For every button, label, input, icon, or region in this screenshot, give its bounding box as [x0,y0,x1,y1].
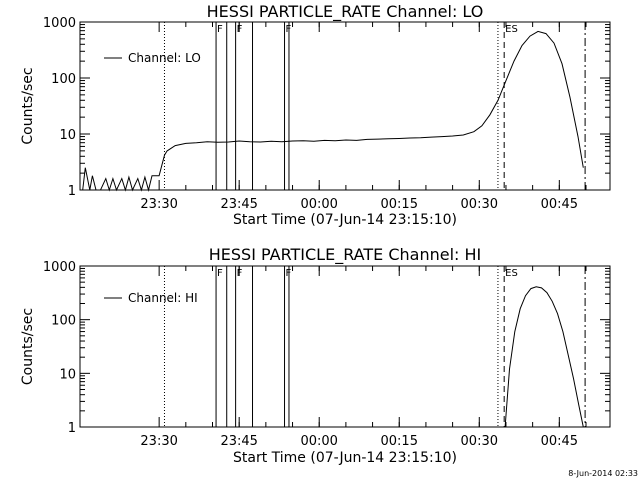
x-tick-label: 00:15 [381,197,418,212]
y-tick-label: 100 [51,72,76,87]
event-flag-label: ES [505,268,518,279]
y-tick-label: 1000 [43,260,76,275]
y-axis-label: Counts/sec [20,308,36,385]
plot-frame [79,21,611,191]
event-flag-label: ES [505,24,518,35]
x-tick-label: 00:45 [541,434,578,449]
event-flag-label: F [217,268,223,279]
y-tick-label: 1 [68,184,76,199]
event-flag-label: F [217,24,223,35]
hi-channel-panel: HESSI PARTICLE_RATE Channel: HI Start Tim… [20,245,611,466]
y-tick-label: 1000 [43,16,76,31]
chart-title: HESSI PARTICLE_RATE Channel: LO [207,2,484,22]
y-axis-label: Counts/sec [20,67,36,144]
generation-timestamp: 8-Jun-2014 02:33 [568,469,638,478]
series-line [82,30,584,192]
y-tick-label: 1 [68,421,76,436]
x-axis-label: Start Time (07-Jun-14 23:15:10) [233,212,457,228]
x-tick-label: 00:45 [541,197,578,212]
y-tick-label: 10 [59,367,76,382]
event-flag-label: F [237,268,243,279]
event-flag-label: F [237,24,243,35]
x-tick-label: 00:15 [381,434,418,449]
plot-frame [79,265,611,428]
legend-entry: Channel: LO [128,51,201,65]
x-tick-label: 00:00 [300,197,337,212]
x-tick-label: 00:30 [461,197,498,212]
y-tick-label: 10 [59,128,76,143]
x-tick-label: 00:00 [300,434,337,449]
lo-channel-panel: HESSI PARTICLE_RATE Channel: LO Start Tim… [20,2,611,228]
x-axis-label: Start Time (07-Jun-14 23:15:10) [233,450,457,466]
x-tick-label: 23:30 [140,434,177,449]
x-tick-label: 23:45 [220,197,257,212]
series-line [504,286,584,428]
x-tick-label: 23:45 [220,434,257,449]
x-tick-label: 23:30 [140,197,177,212]
chart-title: HESSI PARTICLE_RATE Channel: HI [209,245,482,265]
x-tick-label: 00:30 [461,434,498,449]
legend-entry: Channel: HI [128,291,198,305]
y-tick-label: 100 [51,314,76,329]
